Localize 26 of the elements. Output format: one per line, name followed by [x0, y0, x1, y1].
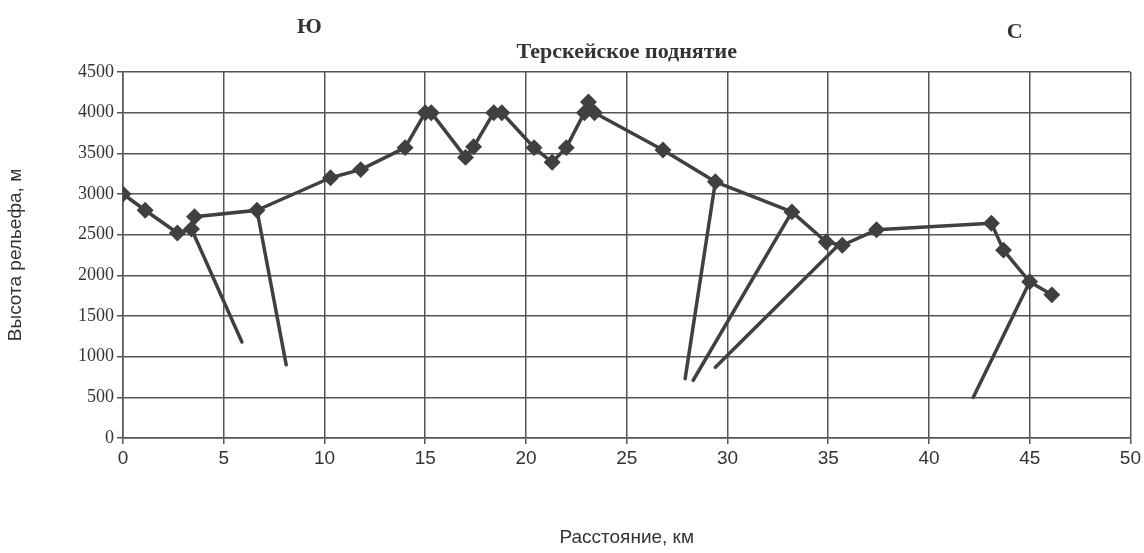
x-tick-label: 45	[1019, 446, 1041, 468]
text: С	[1006, 17, 1023, 43]
x-tick-label: 40	[918, 446, 940, 468]
x-tick-label: 15	[414, 446, 436, 468]
y-tick-label: 2000	[78, 264, 114, 285]
x-tick-label: 35	[817, 446, 839, 468]
y-axis-title: Высота рельефа, м	[3, 168, 25, 342]
x-tick-label: 25	[616, 446, 638, 468]
x-tick-label: 30	[716, 446, 739, 468]
y-tick-label: 500	[87, 386, 114, 407]
y-tick-label: 1000	[78, 345, 114, 366]
y-tick-label: 0	[105, 426, 114, 447]
x-axis-title: Расстояние, км	[559, 525, 694, 547]
y-tick-label: 2500	[78, 223, 114, 244]
x-tick-label: 5	[218, 446, 230, 468]
x-tick-label: 0	[117, 446, 129, 468]
y-tick-label: 3000	[78, 182, 114, 203]
text: Ю	[296, 12, 322, 38]
x-tick-label: 20	[515, 446, 537, 468]
x-tick-label: 10	[313, 446, 336, 468]
y-tick-label: 1500	[78, 304, 114, 325]
text: Терскейское поднятие	[516, 37, 738, 63]
y-tick-label: 4500	[78, 60, 114, 81]
y-tick-label: 3500	[78, 142, 114, 163]
y-tick-label: 4000	[78, 101, 114, 122]
x-tick-label: 50	[1119, 446, 1141, 468]
